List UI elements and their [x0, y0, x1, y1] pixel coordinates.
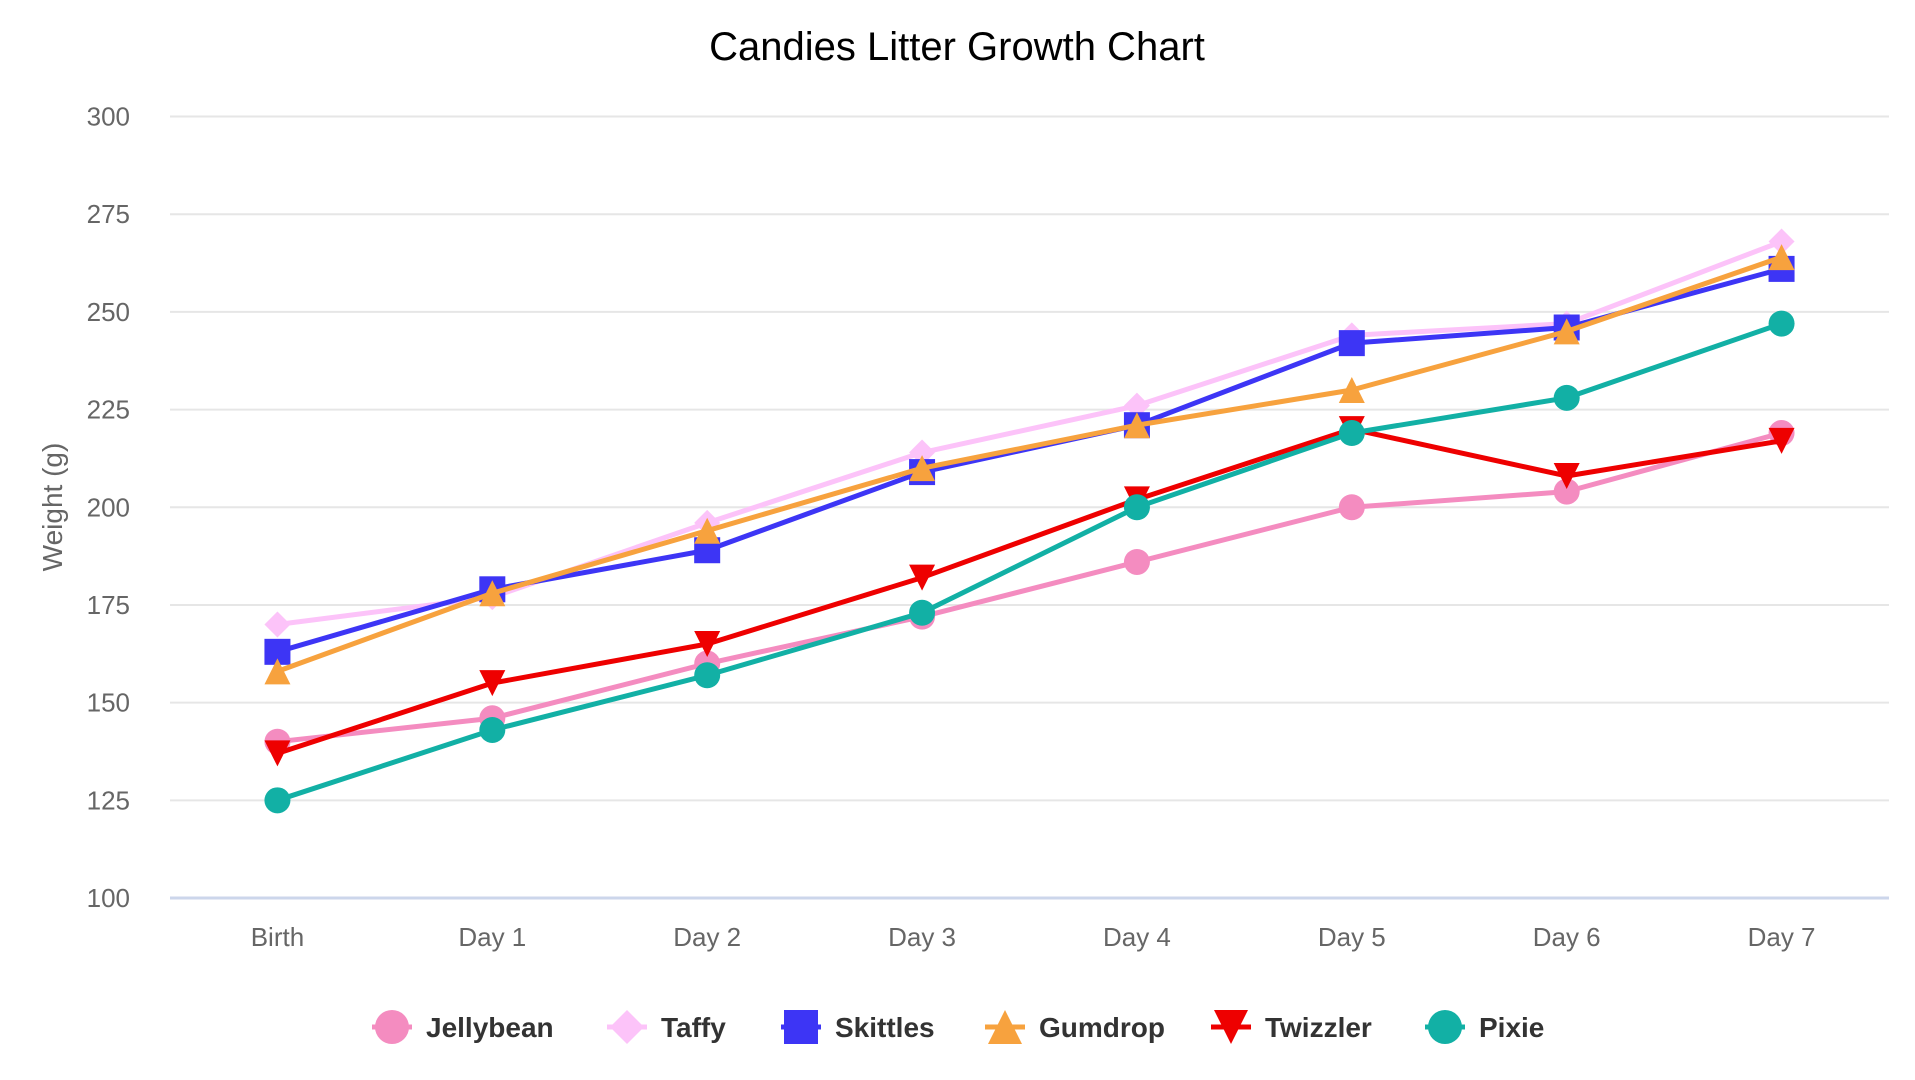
legend-item-twizzler[interactable]: Twizzler: [1211, 1010, 1372, 1044]
data-point-twizzler[interactable]: [264, 740, 291, 767]
data-point-twizzler[interactable]: [1553, 462, 1580, 489]
x-tick-label: Day 5: [1318, 922, 1386, 952]
legend-label: Pixie: [1479, 1012, 1544, 1043]
legend-item-pixie[interactable]: Pixie: [1425, 1010, 1544, 1044]
series-line-pixie[interactable]: [274, 321, 1785, 803]
series-taffy: [264, 228, 1795, 638]
legend: Jellybean Taffy Skittles Gumdrop Twizzler Pix…: [372, 1010, 1544, 1044]
data-point-pixie[interactable]: [1553, 384, 1580, 411]
y-axis-title: Weight (g): [37, 443, 68, 572]
legend-label: Taffy: [661, 1012, 726, 1043]
legend-item-skittles[interactable]: Skittles: [781, 1010, 935, 1044]
x-tick-label: Day 3: [888, 922, 956, 952]
x-tick-label: Birth: [251, 922, 304, 952]
series-pixie: [264, 310, 1795, 814]
legend-label: Jellybean: [426, 1012, 554, 1043]
circle-icon: [375, 1010, 409, 1044]
data-point-taffy[interactable]: [1768, 228, 1795, 255]
data-point-pixie[interactable]: [909, 599, 936, 626]
data-point-gumdrop[interactable]: [1123, 412, 1150, 439]
data-point-pixie[interactable]: [264, 787, 291, 814]
y-tick-label: 150: [87, 688, 130, 718]
x-axis-ticks: Birth Day 1 Day 2 Day 3 Day 4 Day 5 Day 6 Day 7: [251, 922, 1816, 952]
x-tick-label: Day 1: [458, 922, 526, 952]
data-point-skittles[interactable]: [1338, 330, 1365, 357]
data-point-gumdrop[interactable]: [1768, 244, 1795, 271]
data-point-twizzler[interactable]: [1768, 427, 1795, 454]
grid-lines: [170, 115, 1889, 802]
y-tick-label: 250: [87, 297, 130, 327]
x-tick-label: Day 4: [1103, 922, 1171, 952]
x-tick-label: Day 2: [673, 922, 741, 952]
data-point-jellybean[interactable]: [1338, 494, 1365, 521]
data-point-gumdrop[interactable]: [909, 455, 936, 482]
series-group: [264, 228, 1795, 814]
y-tick-label: 100: [87, 883, 130, 913]
data-point-gumdrop[interactable]: [1338, 377, 1365, 404]
data-point-gumdrop[interactable]: [694, 517, 721, 544]
y-tick-label: 200: [87, 492, 130, 522]
y-axis-ticks: 100 125 150 175 200 225 250 275 300: [87, 102, 130, 914]
data-point-pixie[interactable]: [1338, 420, 1365, 447]
data-point-jellybean[interactable]: [1553, 478, 1580, 505]
triangle-down-icon: [1214, 1010, 1248, 1044]
y-tick-label: 175: [87, 590, 130, 620]
series-line-jellybean[interactable]: [274, 430, 1785, 745]
y-tick-label: 300: [87, 102, 130, 132]
data-point-gumdrop[interactable]: [264, 658, 291, 685]
legend-item-taffy[interactable]: Taffy: [607, 1010, 726, 1044]
legend-item-gumdrop[interactable]: Gumdrop: [985, 1010, 1165, 1044]
triangle-up-icon: [988, 1010, 1022, 1044]
data-point-pixie[interactable]: [1123, 494, 1150, 521]
data-point-jellybean[interactable]: [1123, 548, 1150, 575]
y-tick-label: 275: [87, 199, 130, 229]
data-point-gumdrop[interactable]: [479, 580, 506, 607]
data-point-twizzler[interactable]: [909, 564, 936, 591]
data-point-taffy[interactable]: [1123, 392, 1150, 419]
series-twizzler: [264, 416, 1795, 767]
legend-label: Skittles: [835, 1012, 935, 1043]
chart-title: Candies Litter Growth Chart: [709, 25, 1205, 69]
square-icon: [784, 1010, 818, 1044]
data-point-taffy[interactable]: [909, 439, 936, 466]
data-point-pixie[interactable]: [694, 662, 721, 689]
diamond-icon: [610, 1010, 644, 1044]
legend-item-jellybean[interactable]: Jellybean: [372, 1010, 554, 1044]
data-point-taffy[interactable]: [264, 611, 291, 638]
series-line-twizzler[interactable]: [274, 426, 1785, 756]
circle-icon: [1428, 1010, 1462, 1044]
y-tick-label: 225: [87, 395, 130, 425]
data-point-pixie[interactable]: [1768, 310, 1795, 337]
x-tick-label: Day 6: [1533, 922, 1601, 952]
series-gumdrop: [264, 244, 1795, 685]
y-tick-label: 125: [87, 785, 130, 815]
series-line-taffy[interactable]: [274, 239, 1785, 627]
x-tick-label: Day 7: [1748, 922, 1816, 952]
legend-label: Twizzler: [1265, 1012, 1372, 1043]
data-point-pixie[interactable]: [479, 716, 506, 743]
data-point-gumdrop[interactable]: [1553, 318, 1580, 345]
data-point-twizzler[interactable]: [694, 631, 721, 658]
series-line-gumdrop[interactable]: [274, 254, 1785, 674]
data-point-twizzler[interactable]: [479, 670, 506, 697]
legend-label: Gumdrop: [1039, 1012, 1165, 1043]
